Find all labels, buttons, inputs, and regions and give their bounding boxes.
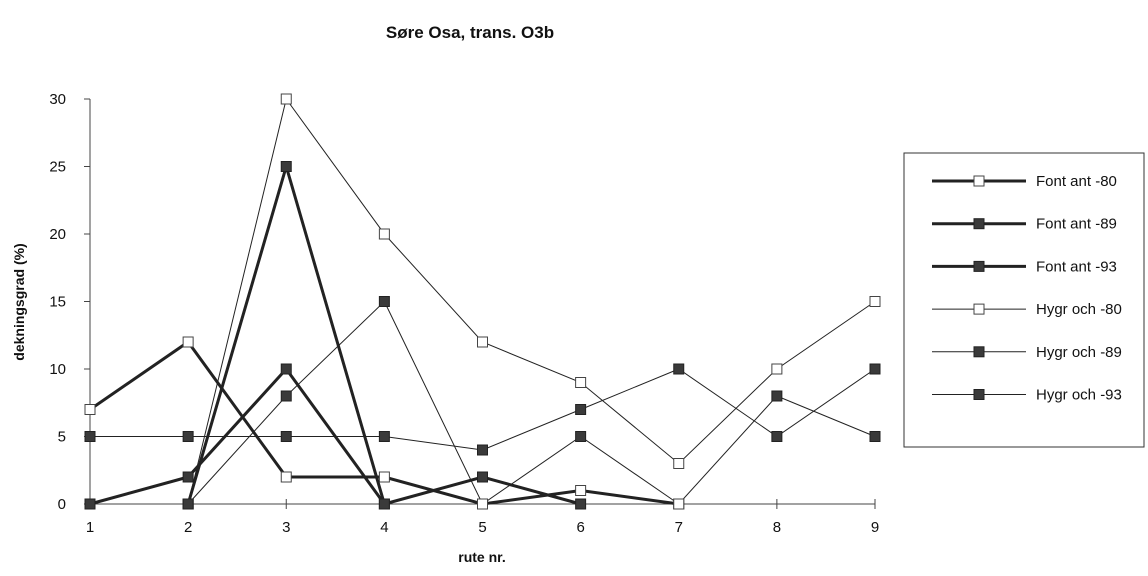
series-line (187, 97, 876, 505)
data-point (182, 498, 194, 510)
data-point (84, 498, 96, 510)
data-point (477, 444, 488, 456)
data-point (84, 431, 96, 442)
data-point (280, 363, 292, 375)
legend-box (903, 152, 1145, 448)
data-point (477, 498, 488, 510)
legend-label: Font ant -89 (1036, 216, 1117, 233)
data-point (280, 93, 292, 105)
legend-marker (973, 346, 985, 358)
legend-item: Font ant -80 (932, 173, 1117, 190)
data-point (477, 336, 488, 348)
data-point (378, 498, 390, 510)
series-6 (84, 363, 881, 456)
chart-title: Søre Osa, trans. O3b (386, 23, 554, 42)
data-point (280, 161, 292, 172)
legend-label: Font ant -80 (1036, 173, 1117, 190)
series-line (186, 161, 386, 505)
legend-label: Font ant -93 (1036, 258, 1117, 275)
legend-item: Hygr och -80 (932, 301, 1122, 318)
data-point (673, 363, 685, 375)
x-tick-label: 1 (86, 519, 94, 536)
legend-label: Hygr och -93 (1036, 387, 1122, 404)
y-tick-label: 25 (49, 159, 66, 176)
y-axis-label: dekningsgrad (%) (11, 243, 27, 360)
x-tick-label: 8 (773, 519, 781, 536)
plot-area: 0 5 10 15 20 25 30 1 2 3 4 5 6 7 8 9 (49, 91, 881, 536)
data-point (575, 485, 587, 496)
data-point (182, 431, 194, 442)
legend-item: Font ant -89 (932, 216, 1117, 233)
series-line (187, 300, 876, 505)
legend-label: Hygr och -89 (1036, 344, 1122, 361)
legend-marker (973, 218, 985, 230)
x-tick-label: 5 (478, 519, 486, 536)
data-point (378, 296, 390, 307)
legend-item: Font ant -93 (932, 258, 1117, 275)
data-point (84, 404, 96, 415)
series-5 (182, 296, 881, 510)
series-1 (84, 336, 685, 510)
legend-marker (973, 175, 985, 187)
series-3 (182, 161, 390, 510)
data-point (477, 471, 488, 483)
data-point (575, 498, 587, 510)
data-point (771, 363, 783, 375)
data-point (869, 431, 881, 442)
series-4 (182, 93, 881, 510)
data-point (575, 377, 587, 388)
data-point (673, 498, 685, 510)
data-point (869, 296, 881, 307)
data-point (771, 431, 783, 442)
y-tick-label: 20 (49, 226, 66, 243)
x-tick-label: 2 (184, 519, 192, 536)
legend-item: Hygr och -93 (932, 387, 1122, 404)
data-point (378, 228, 390, 240)
y-tick-label: 10 (49, 361, 66, 378)
data-point (869, 363, 881, 375)
data-point (575, 431, 587, 442)
x-tick-label: 7 (675, 519, 683, 536)
data-point (673, 458, 685, 469)
y-tick-label: 0 (58, 496, 66, 513)
data-point (575, 404, 587, 415)
data-point (280, 390, 292, 402)
legend-label: Hygr och -80 (1036, 301, 1122, 318)
x-tick-label: 9 (871, 519, 879, 536)
data-point (182, 336, 194, 348)
legend-marker (973, 303, 985, 315)
legend: Font ant -80 Font ant -89 Font ant -93 Hygr… (903, 152, 1145, 448)
data-point (771, 390, 783, 402)
data-point (182, 471, 194, 483)
series-line (89, 366, 582, 506)
x-tick-label: 6 (576, 519, 584, 536)
x-axis-label: rute nr. (458, 549, 505, 565)
data-point (280, 431, 292, 442)
data-point (378, 471, 390, 483)
y-tick-label: 5 (58, 429, 66, 446)
legend-item: Hygr och -89 (932, 344, 1122, 361)
legend-marker (973, 389, 985, 400)
x-tick-label: 4 (380, 519, 388, 536)
data-point (280, 471, 292, 483)
data-point (378, 431, 390, 442)
y-tick-label: 15 (49, 294, 66, 311)
y-tick-label: 30 (49, 91, 66, 108)
x-tick-label: 3 (282, 519, 290, 536)
legend-marker (973, 260, 985, 272)
